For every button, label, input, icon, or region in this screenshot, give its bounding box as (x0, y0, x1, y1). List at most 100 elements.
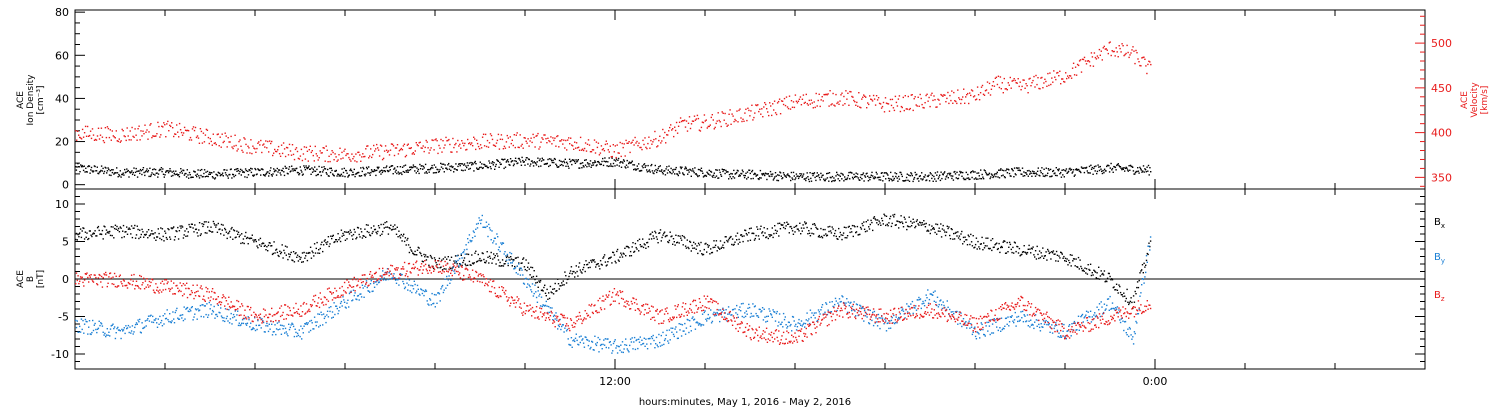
by-series-point (544, 304, 547, 307)
bx-series-point (461, 264, 463, 267)
velocity-series-point (430, 147, 432, 149)
bx-series-point (912, 218, 914, 220)
by-series-point (787, 321, 790, 323)
density-series-point (1046, 174, 1048, 177)
bx-series-point (1087, 264, 1089, 266)
by-series-point (88, 326, 90, 328)
by-series-point (113, 327, 115, 330)
by-series-point (172, 311, 174, 313)
by-series-point (527, 283, 529, 285)
velocity-series-point (412, 152, 414, 154)
bx-series-point (642, 246, 645, 249)
bx-series-point (152, 233, 154, 235)
by-series-point (563, 331, 565, 333)
by-series-point (796, 326, 799, 328)
density-series-point (748, 169, 751, 171)
bx-series-point (561, 282, 563, 284)
density-series-point (479, 161, 481, 163)
bx-series-point (275, 249, 277, 251)
velocity-series-point (432, 139, 434, 142)
by-series-point (629, 344, 631, 347)
bx-series-point (270, 245, 272, 247)
density-series-point (612, 165, 614, 168)
density-series-point (147, 169, 150, 172)
bx-series-point (718, 247, 720, 249)
density-series-point (1000, 175, 1003, 177)
bx-series-point (427, 256, 429, 258)
bx-series-point (1137, 286, 1140, 289)
by-series-point (96, 328, 99, 330)
bx-series-point (784, 227, 786, 230)
velocity-series-point (957, 89, 959, 91)
by-series-point (373, 282, 375, 285)
velocity-series-point (814, 106, 816, 109)
density-series-point (984, 170, 986, 172)
bx-series-point (739, 241, 741, 243)
velocity-series-point (437, 152, 439, 155)
bx-series-point (668, 239, 671, 242)
velocity-series-point (822, 100, 824, 102)
velocity-series-point (715, 122, 717, 125)
bx-series-point (502, 265, 505, 267)
velocity-series-point (292, 153, 295, 156)
velocity-series-point (883, 111, 886, 113)
by-series-point (393, 273, 395, 275)
bx-series-point (284, 245, 287, 247)
density-series-point (833, 177, 835, 179)
by-series-point (248, 318, 250, 321)
bx-series-point (143, 236, 145, 238)
bx-series-point (539, 281, 541, 283)
by-series-point (310, 319, 313, 322)
density-series-point (818, 174, 820, 176)
density-series-point (634, 168, 636, 170)
velocity-series-point (88, 134, 91, 137)
density-series-point (330, 167, 332, 169)
density-series-point (885, 178, 887, 180)
bx-series-point (288, 256, 291, 258)
density-series-point (596, 164, 598, 166)
velocity-series-point (1116, 51, 1118, 53)
velocity-series-point (223, 140, 225, 143)
bx-series-point (565, 282, 568, 284)
by-series-point (317, 313, 319, 315)
velocity-series-point (470, 143, 472, 146)
by-series-point (609, 341, 611, 343)
by-series-point (130, 332, 132, 334)
bx-series-point (211, 231, 214, 233)
density-series-point (161, 170, 163, 173)
by-series-point (795, 323, 797, 326)
bx-series-point (863, 228, 866, 230)
by-series-point (271, 323, 273, 325)
bx-series-point (395, 233, 398, 235)
velocity-series-point (694, 119, 697, 121)
density-series-point (580, 162, 582, 165)
density-series-point (151, 172, 153, 174)
bx-series-point (895, 224, 897, 226)
velocity-series-point (377, 149, 380, 151)
bx-series-point (1071, 254, 1073, 256)
bx-series-point (944, 234, 947, 237)
by-series-point (634, 348, 637, 351)
bx-series-point (1049, 251, 1051, 254)
velocity-series-point (314, 145, 316, 148)
by-series-point (102, 331, 104, 333)
velocity-series-point (844, 103, 846, 105)
bx-series-point (1044, 255, 1046, 257)
by-series-point (276, 322, 279, 324)
by-series-point (612, 342, 615, 345)
velocity-series-point (98, 138, 101, 140)
bx-series-point (1064, 257, 1067, 260)
density-series-point (1047, 168, 1050, 170)
velocity-series-point (666, 134, 668, 136)
bx-series-point (1051, 252, 1054, 254)
density-series-point (328, 175, 330, 177)
density-series-point (495, 163, 497, 166)
velocity-series-point (705, 119, 707, 121)
by-series-point (369, 291, 371, 293)
by-series-point (485, 221, 488, 223)
bx-series-point (377, 225, 380, 227)
density-series-point (185, 172, 187, 175)
velocity-series-point (185, 129, 188, 132)
density-series-point (830, 177, 832, 179)
density-series-point (1048, 169, 1050, 171)
